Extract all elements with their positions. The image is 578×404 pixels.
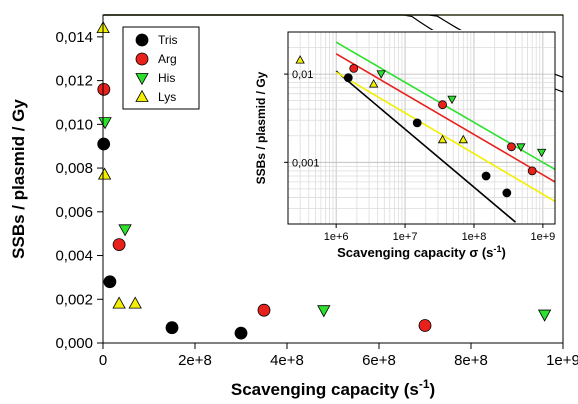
legend-marker-his (135, 73, 149, 86)
inset-fit-line-tris (335, 70, 516, 223)
legend: Tris Arg His Lys (122, 26, 200, 110)
inset-point-arg (349, 64, 359, 73)
inset-point-his (536, 148, 547, 158)
main-x-tick-label: 8e+8 (454, 352, 488, 369)
inset-point-tris (343, 73, 353, 83)
inset-y-ticks: 0,001 0,01 (284, 69, 320, 169)
main-point-tris (165, 321, 179, 335)
legend-items: Tris Arg His Lys (135, 33, 178, 104)
main-x-tick-label: 1e+9 (546, 352, 578, 369)
main-point-his (98, 117, 112, 130)
main-y-tick-label: 0,004 (55, 248, 93, 265)
main-y-tick-label: 0,002 (55, 291, 93, 308)
legend-label-his: His (158, 71, 175, 85)
main-data-points (96, 20, 552, 340)
inset-point-his (516, 143, 526, 152)
main-y-tick-label: 0,008 (55, 160, 93, 177)
main-plot: 0 2e+8 4e+8 6e+8 8e+8 1e+9 0,0000,0020,0040,0… (9, 14, 578, 399)
inset-point-arg (527, 166, 537, 176)
inset-point-lys (458, 134, 468, 144)
legend-marker-lys (135, 89, 149, 102)
legend-label-tris: Tris (158, 33, 178, 47)
main-point-tris (234, 326, 248, 340)
legend-marker-tris (135, 33, 149, 47)
inset-fit-line-arg (335, 53, 556, 183)
inset-x-tick-label: 1e+6 (324, 231, 349, 243)
inset-point-his (447, 95, 457, 105)
inset-point-arg (438, 100, 447, 110)
inset-point-tris (412, 118, 422, 128)
main-point-lys (112, 296, 126, 309)
main-y-tick-label: 0,000 (55, 335, 93, 352)
inset-x-ticks: 1e+6 1e+7 1e+8 1e+9 (324, 224, 555, 243)
legend-label-arg: Arg (158, 52, 177, 66)
main-x-tick-label: 0 (99, 352, 107, 369)
inset-point-tris (481, 171, 491, 181)
main-point-tris (97, 137, 111, 151)
inset-point-lys (295, 55, 305, 64)
main-point-tris (103, 275, 117, 289)
inset-point-arg (507, 142, 516, 152)
main-y-tick-label: 0,012 (55, 73, 93, 90)
main-y-ticks: 0,000 0,002 0,004 0,006 0,008 0,010 0,012 0,014 (55, 29, 103, 352)
inset-y-tick-label: 0,001 (292, 157, 320, 169)
main-point-lys (128, 296, 142, 309)
main-y-axis-title: SSBs / plasmid / Gy (9, 99, 28, 259)
main-y-tick-label: 0,010 (55, 116, 93, 133)
inset-x-axis-title: Scavenging capacity σ (s-1) (337, 244, 506, 260)
inset-point-his (376, 70, 386, 79)
main-point-arg (418, 319, 432, 332)
main-plot-frame (102, 14, 564, 344)
legend-label-lys: Lys (158, 90, 176, 104)
inset-point-tris (502, 188, 512, 198)
main-point-his (317, 305, 331, 318)
main-x-ticks: 0 2e+8 4e+8 6e+8 8e+8 1e+9 (99, 343, 578, 369)
inset-plot: 1e+6 1e+7 1e+8 1e+9 0,001 0,01 Scavenging ca… (254, 30, 556, 260)
main-point-his (118, 224, 132, 237)
inset-plot-frame (287, 31, 556, 225)
inset-x-tick-label: 1e+7 (393, 231, 418, 243)
inset-background (286, 30, 555, 224)
main-point-arg (257, 303, 271, 317)
inset-point-lys (368, 79, 379, 88)
main-point-lys (97, 167, 112, 180)
main-y-tick-label: 0,014 (55, 29, 93, 46)
main-x-tick-label: 6e+8 (362, 352, 396, 369)
inset-x-tick-label: 1e+9 (530, 231, 555, 243)
main-point-arg (112, 238, 126, 252)
inset-point-lys (437, 134, 448, 144)
inset-y-axis-title: SSBs / plasmid / Gy (254, 71, 268, 184)
main-point-his (537, 309, 552, 322)
main-x-tick-label: 4e+8 (270, 352, 304, 369)
inset-data-points (295, 55, 547, 198)
inset-y-tick-label: 0,01 (292, 69, 313, 81)
main-x-tick-label: 2e+8 (178, 352, 212, 369)
main-y-tick-label: 0,006 (55, 204, 93, 221)
main-x-axis-title: Scavenging capacity (s-1) (231, 377, 435, 399)
inset-x-tick-label: 1e+8 (462, 231, 487, 243)
main-point-arg (97, 82, 111, 96)
inset-fit-line-lys (335, 71, 556, 203)
legend-marker-arg (135, 52, 149, 66)
